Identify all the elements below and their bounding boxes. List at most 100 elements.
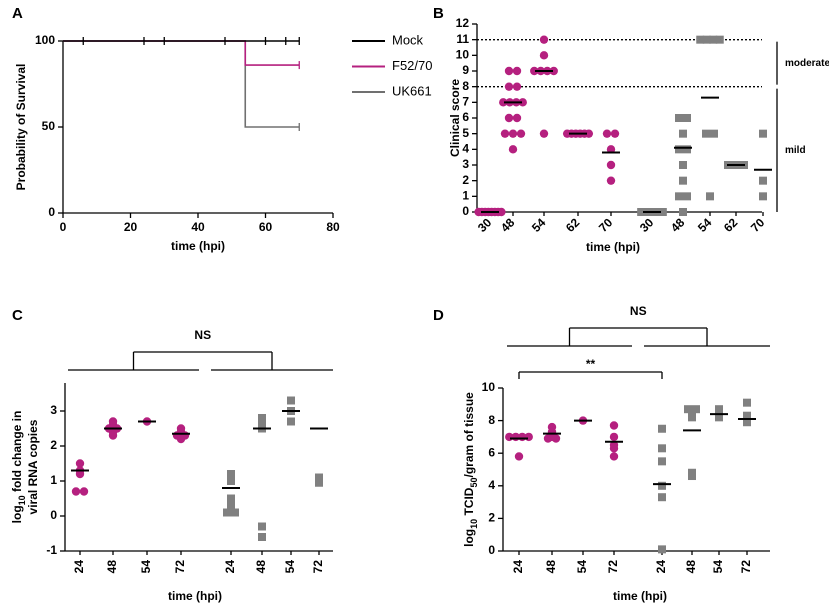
- x-tick-label: 54: [575, 560, 589, 574]
- survival-line: [63, 40, 300, 66]
- y-tick-label: 8: [488, 413, 495, 427]
- dot: [675, 114, 683, 122]
- x-axis-label: time (hpi): [586, 240, 640, 254]
- dot: [609, 421, 619, 430]
- x-tick-label: 54: [695, 215, 715, 235]
- dot: [315, 473, 323, 482]
- x-tick-label: 0: [60, 220, 67, 234]
- y-axis-label-part: 10: [17, 495, 27, 505]
- y-tick-label: 12: [456, 16, 470, 30]
- dot: [227, 501, 235, 510]
- y-tick-label: 2: [488, 511, 495, 525]
- dot: [504, 82, 514, 91]
- y-tick-label: 0: [50, 508, 57, 522]
- dot: [499, 98, 508, 107]
- dot: [518, 98, 527, 107]
- x-tick-label: 24: [223, 560, 237, 574]
- dot: [551, 434, 561, 443]
- x-tick-label: 54: [529, 215, 549, 235]
- dot: [315, 478, 323, 487]
- dot: [516, 129, 526, 138]
- dot: [658, 444, 666, 453]
- dot: [683, 114, 691, 122]
- dot: [508, 145, 518, 154]
- dot: [715, 408, 723, 417]
- band-label: moderate: [785, 58, 829, 69]
- y-tick-label: -1: [46, 543, 57, 557]
- dot: [512, 82, 522, 91]
- x-tick-label: 30: [475, 215, 495, 235]
- y-axis-label-part: /gram of tissue: [462, 392, 476, 478]
- y-tick-label: 11: [456, 32, 469, 46]
- x-tick-label: 54: [711, 560, 725, 574]
- dot: [637, 208, 646, 216]
- dot: [675, 145, 683, 154]
- dot: [530, 66, 539, 76]
- dot: [508, 129, 518, 138]
- x-tick-label: 48: [544, 560, 558, 574]
- dot: [692, 405, 700, 414]
- dot: [258, 522, 266, 531]
- dot: [176, 434, 186, 444]
- dot: [710, 129, 718, 138]
- y-tick-label: 3: [462, 157, 469, 171]
- dot: [759, 176, 767, 185]
- dot: [512, 66, 522, 76]
- x-tick-label: 24: [654, 560, 668, 574]
- dot: [606, 145, 616, 154]
- dot: [658, 493, 666, 502]
- dot: [658, 457, 666, 466]
- y-axis-label-part: log: [10, 505, 24, 523]
- significance-label: NS: [194, 328, 211, 342]
- dot: [227, 477, 235, 485]
- x-tick-label: 48: [254, 560, 268, 574]
- dot: [606, 176, 616, 185]
- dot: [679, 129, 687, 138]
- dot: [543, 434, 553, 443]
- x-tick-label: 54: [283, 560, 297, 574]
- x-tick-label: 62: [563, 215, 583, 235]
- y-tick-label: 2: [50, 438, 57, 452]
- dot: [223, 508, 231, 517]
- x-tick-label: 62: [721, 215, 741, 235]
- y-tick-label: 8: [462, 79, 469, 93]
- dot: [500, 129, 510, 138]
- panel-letter: C: [12, 307, 23, 324]
- dot: [539, 35, 549, 44]
- dot: [658, 545, 666, 554]
- x-tick-label: 24: [511, 560, 525, 574]
- band-label: mild: [785, 145, 806, 156]
- x-tick-label: 72: [606, 560, 620, 574]
- dot: [706, 192, 714, 201]
- x-tick-label: 24: [72, 560, 86, 574]
- dot: [684, 405, 692, 414]
- y-tick-label: 0: [48, 205, 55, 219]
- dot: [702, 129, 710, 138]
- dot: [759, 192, 767, 201]
- y-axis-label: Probability of Survival: [14, 64, 28, 191]
- dot: [609, 444, 619, 453]
- dot: [108, 431, 118, 440]
- y-tick-label: 4: [462, 142, 469, 156]
- dot: [709, 35, 718, 44]
- y-axis-label-part: 10: [469, 519, 479, 529]
- dot: [71, 487, 81, 496]
- dot: [504, 113, 514, 123]
- dot: [743, 418, 751, 427]
- x-tick-label: 70: [748, 215, 768, 235]
- x-tick-label: 40: [191, 220, 205, 234]
- y-axis-label-part: TCID: [462, 487, 476, 519]
- dot: [683, 192, 691, 201]
- dot: [715, 413, 723, 422]
- y-axis-label: Clinical score: [448, 79, 462, 157]
- legend-label: F52/70: [392, 58, 432, 73]
- y-tick-label: 4: [488, 478, 495, 492]
- dot: [75, 459, 85, 468]
- dot: [658, 481, 666, 490]
- legend-label: UK661: [392, 83, 432, 98]
- x-tick-label: 20: [124, 220, 138, 234]
- dot: [539, 51, 549, 60]
- dot: [715, 35, 724, 44]
- dot: [759, 129, 767, 138]
- y-tick-label: 1: [50, 473, 57, 487]
